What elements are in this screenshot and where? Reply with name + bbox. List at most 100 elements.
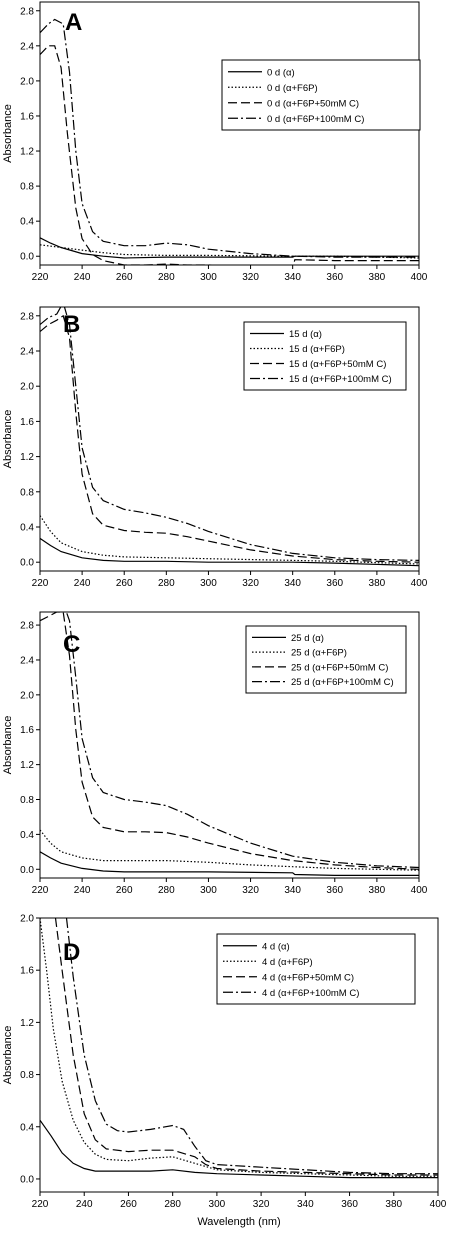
chart-panel-d: 220 240 260 280 300 320 340 360 380 400 0.0 0.4 0.8 1…	[2, 914, 447, 1229]
y-tick-label: 1.2	[20, 147, 34, 158]
series-line-1	[40, 537, 419, 567]
x-tick-label: 380	[369, 272, 386, 283]
x-tick-label: 260	[120, 1199, 137, 1210]
x-tick-label: 300	[209, 1199, 226, 1210]
legend-entry-label: 25 d (α+F6P+50mM C)	[291, 662, 388, 673]
y-tick-label: 2.8	[20, 311, 34, 322]
legend-entry-label: 4 d (α+F6P+50mM C)	[262, 972, 354, 983]
series-line-4	[65, 918, 438, 1175]
x-tick-label: 320	[253, 1199, 270, 1210]
y-tick-label: 1.6	[20, 725, 34, 736]
x-tick-label: 320	[242, 578, 259, 589]
y-axis-label: Absorbance	[2, 410, 14, 469]
x-tick-label: 320	[242, 885, 259, 896]
series-line-4	[40, 612, 419, 869]
y-tick-label: 0.0	[20, 252, 34, 263]
legend-entry-label: 25 d (α+F6P)	[291, 648, 347, 659]
x-tick-label: 220	[32, 885, 49, 896]
x-tick-label: 400	[411, 272, 428, 283]
y-tick-label: 0.4	[20, 523, 34, 534]
x-tick-label: 220	[32, 578, 49, 589]
x-tick-label: 340	[284, 272, 301, 283]
y-tick-label: 1.6	[20, 111, 34, 122]
y-tick-label: 0.8	[20, 487, 34, 498]
x-tick-label: 260	[116, 578, 133, 589]
y-tick-label: 2.4	[20, 41, 34, 52]
x-tick-label: 280	[158, 578, 175, 589]
panel-label: B	[63, 311, 80, 338]
plot-frame	[39, 1, 420, 266]
series-line-1	[40, 851, 419, 876]
x-tick-label: 240	[76, 1199, 93, 1210]
y-tick-label: 2.0	[20, 382, 34, 393]
series-line-1	[40, 237, 419, 259]
y-tick-label: 0.0	[20, 1174, 34, 1185]
y-axis-label: Absorbance	[2, 1026, 14, 1085]
y-tick-label: 2.0	[20, 690, 34, 701]
x-tick-label: 280	[158, 272, 175, 283]
y-tick-label: 0.0	[20, 558, 34, 569]
x-tick-label: 360	[326, 272, 343, 283]
plot-frame	[39, 611, 420, 879]
legend: 15 d (α) 15 d (α+F6P) 15 d (α+F6P+50mM C) 1…	[243, 321, 407, 391]
legend-entry-label: 4 d (α+F6P)	[262, 957, 313, 968]
x-tick-label: 300	[200, 272, 217, 283]
y-tick-label: 1.6	[20, 966, 34, 977]
legend: 4 d (α) 4 d (α+F6P) 4 d (α+F6P+50mM C) 4 d …	[216, 933, 416, 1005]
y-tick-label: 2.4	[20, 655, 34, 666]
x-tick-label: 260	[116, 272, 133, 283]
x-tick-label: 320	[242, 272, 259, 283]
legend-entry-label: 0 d (α+F6P)	[267, 83, 318, 94]
x-tick-label: 280	[164, 1199, 181, 1210]
legend: 25 d (α) 25 d (α+F6P) 25 d (α+F6P+50mM C) 2…	[245, 625, 407, 694]
x-tick-label: 280	[158, 885, 175, 896]
y-tick-label: 0.4	[20, 217, 34, 228]
y-tick-label: 0.8	[20, 795, 34, 806]
series-line-1	[40, 1119, 438, 1179]
x-axis-label: Wavelength (nm)	[197, 1216, 280, 1228]
x-tick-label: 240	[74, 885, 91, 896]
legend-entry-label: 4 d (α)	[262, 941, 290, 952]
x-tick-label: 380	[369, 885, 386, 896]
y-tick-label: 0.4	[20, 830, 34, 841]
y-tick-label: 2.0	[20, 76, 34, 87]
y-tick-label: 1.6	[20, 417, 34, 428]
x-tick-label: 400	[411, 578, 428, 589]
y-tick-label: 2.0	[20, 914, 34, 925]
y-tick-label: 0.4	[20, 1122, 34, 1133]
x-tick-label: 400	[411, 885, 428, 896]
series-line-3	[40, 45, 419, 265]
x-tick-label: 340	[284, 578, 301, 589]
chart-panel-c: 220 240 260 280 300 320 340 360 380 400 0.0 0.4 0.8 1…	[2, 611, 428, 896]
y-tick-label: 2.8	[20, 6, 34, 17]
legend-entry-label: 15 d (α+F6P+50mM C)	[289, 359, 386, 370]
x-tick-label: 380	[385, 1199, 402, 1210]
plot-frame	[39, 306, 420, 572]
legend-entry-label: 15 d (α+F6P+100mM C)	[289, 374, 392, 385]
series-line-4	[40, 18, 419, 258]
y-tick-label: 1.2	[20, 1018, 34, 1029]
y-tick-label: 0.8	[20, 1070, 34, 1081]
y-axis-label: Absorbance	[2, 104, 14, 163]
x-tick-label: 240	[74, 272, 91, 283]
x-tick-label: 360	[326, 578, 343, 589]
panel-label: C	[63, 631, 80, 658]
x-tick-label: 300	[200, 885, 217, 896]
x-tick-label: 340	[297, 1199, 314, 1210]
legend-entry-label: 25 d (α)	[291, 633, 324, 644]
x-tick-label: 400	[430, 1199, 447, 1210]
series-line-2	[40, 515, 419, 565]
chart-panel-b: 220 240 260 280 300 320 340 360 380 400 0.0 0.4 0.8 1…	[2, 306, 428, 589]
series-line-2	[40, 918, 438, 1177]
series-line-2	[40, 829, 419, 871]
legend-entry-label: 15 d (α+F6P)	[289, 344, 345, 355]
y-tick-label: 1.2	[20, 760, 34, 771]
legend-entry-label: 15 d (α)	[289, 329, 322, 340]
plot-frame	[39, 917, 439, 1193]
chart-panel-a: 220 240 260 280 300 320 340 360 380 400 0.0 0.4 0.8 1…	[2, 1, 428, 283]
x-tick-label: 240	[74, 578, 91, 589]
x-tick-label: 260	[116, 885, 133, 896]
panel-label: A	[65, 9, 82, 36]
y-tick-label: 0.0	[20, 865, 34, 876]
